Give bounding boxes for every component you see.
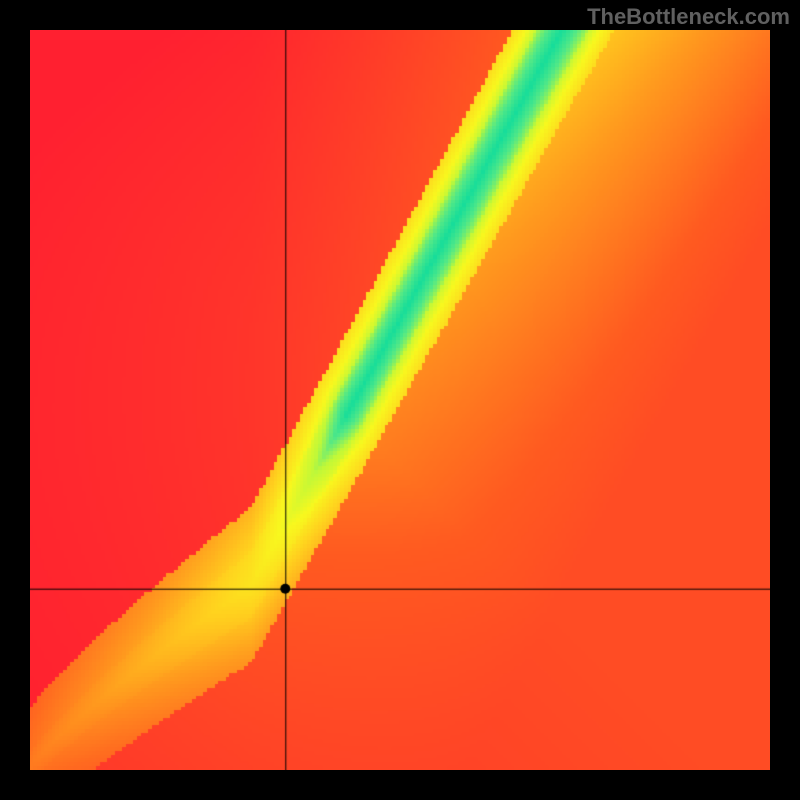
chart-container: TheBottleneck.com bbox=[0, 0, 800, 800]
watermark-text: TheBottleneck.com bbox=[587, 4, 790, 30]
heatmap-canvas bbox=[30, 30, 770, 770]
